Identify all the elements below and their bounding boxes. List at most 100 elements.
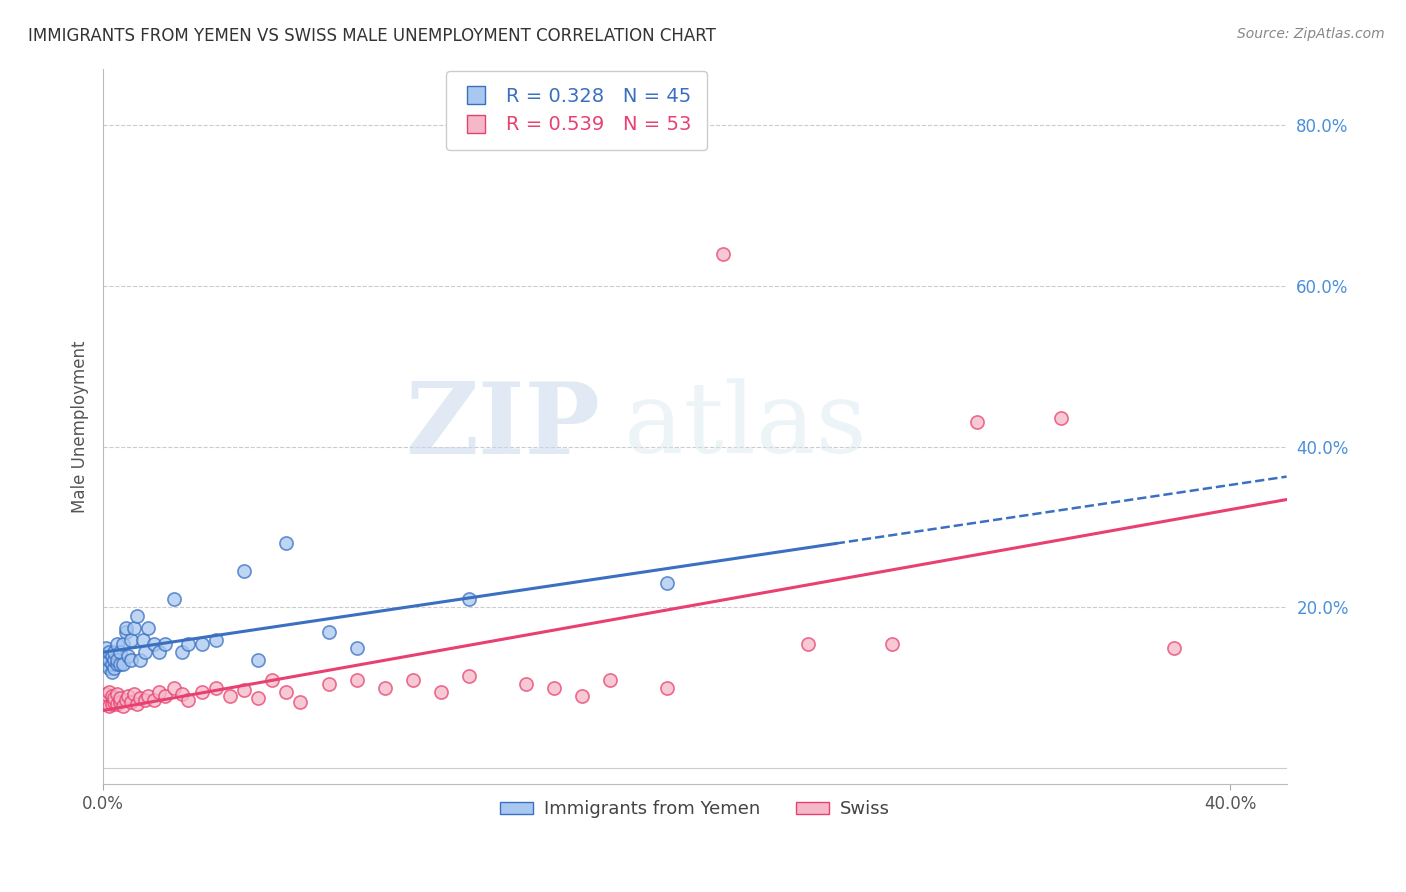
Point	[94, 695, 117, 709]
Point	[128, 690, 150, 705]
Point	[402, 673, 425, 687]
Point	[543, 681, 565, 695]
Point	[153, 689, 176, 703]
Point	[142, 637, 165, 651]
Point	[162, 681, 184, 695]
Point	[190, 685, 212, 699]
Point	[120, 653, 142, 667]
Point	[111, 637, 134, 651]
Point	[103, 653, 125, 667]
Point	[599, 673, 621, 687]
Point	[103, 695, 125, 709]
Point	[108, 657, 131, 671]
Point	[97, 685, 120, 699]
Point	[114, 621, 136, 635]
Point	[108, 690, 131, 705]
Point	[571, 689, 593, 703]
Point	[247, 690, 270, 705]
Point	[276, 536, 298, 550]
Point	[103, 645, 125, 659]
Text: Source: ZipAtlas.com: Source: ZipAtlas.com	[1237, 27, 1385, 41]
Point	[346, 640, 368, 655]
Point	[148, 645, 170, 659]
Point	[458, 669, 481, 683]
Point	[105, 637, 128, 651]
Point	[100, 648, 122, 663]
Point	[233, 564, 256, 578]
Point	[105, 697, 128, 711]
Point	[128, 653, 150, 667]
Point	[97, 653, 120, 667]
Point	[190, 637, 212, 651]
Point	[111, 657, 134, 671]
Point	[374, 681, 396, 695]
Point	[94, 640, 117, 655]
Point	[105, 657, 128, 671]
Point	[290, 695, 312, 709]
Point	[134, 693, 156, 707]
Point	[233, 682, 256, 697]
Point	[882, 637, 904, 651]
Point	[205, 681, 228, 695]
Point	[176, 693, 198, 707]
Point	[120, 632, 142, 647]
Point	[97, 698, 120, 713]
Point	[100, 697, 122, 711]
Point	[131, 632, 153, 647]
Point	[111, 698, 134, 713]
Point	[136, 689, 159, 703]
Point	[105, 653, 128, 667]
Legend: Immigrants from Yemen, Swiss: Immigrants from Yemen, Swiss	[494, 793, 897, 825]
Point	[153, 637, 176, 651]
Point	[100, 665, 122, 679]
Point	[94, 648, 117, 663]
Point	[655, 681, 678, 695]
Point	[94, 687, 117, 701]
Point	[117, 648, 139, 663]
Point	[170, 687, 193, 701]
Point	[346, 673, 368, 687]
Point	[117, 689, 139, 703]
Point	[318, 677, 340, 691]
Y-axis label: Male Unemployment: Male Unemployment	[72, 340, 89, 513]
Point	[122, 621, 145, 635]
Point	[262, 673, 284, 687]
Text: ZIP: ZIP	[405, 378, 600, 475]
Point	[136, 621, 159, 635]
Point	[114, 624, 136, 639]
Point	[94, 657, 117, 671]
Point	[458, 592, 481, 607]
Point	[134, 645, 156, 659]
Point	[170, 645, 193, 659]
Point	[142, 693, 165, 707]
Point	[711, 246, 734, 260]
Point	[122, 687, 145, 701]
Point	[276, 685, 298, 699]
Text: atlas: atlas	[624, 378, 866, 475]
Point	[105, 687, 128, 701]
Text: IMMIGRANTS FROM YEMEN VS SWISS MALE UNEMPLOYMENT CORRELATION CHART: IMMIGRANTS FROM YEMEN VS SWISS MALE UNEM…	[28, 27, 716, 45]
Point	[91, 693, 114, 707]
Point	[97, 661, 120, 675]
Point	[655, 576, 678, 591]
Point	[100, 689, 122, 703]
Point	[120, 695, 142, 709]
Point	[247, 653, 270, 667]
Point	[162, 592, 184, 607]
Point	[125, 697, 148, 711]
Point	[114, 693, 136, 707]
Point	[125, 608, 148, 623]
Point	[515, 677, 537, 691]
Point	[205, 632, 228, 647]
Point	[103, 690, 125, 705]
Point	[108, 645, 131, 659]
Point	[1163, 640, 1185, 655]
Point	[966, 416, 988, 430]
Point	[97, 645, 120, 659]
Point	[219, 689, 242, 703]
Point	[108, 695, 131, 709]
Point	[100, 657, 122, 671]
Point	[318, 624, 340, 639]
Point	[796, 637, 818, 651]
Point	[148, 685, 170, 699]
